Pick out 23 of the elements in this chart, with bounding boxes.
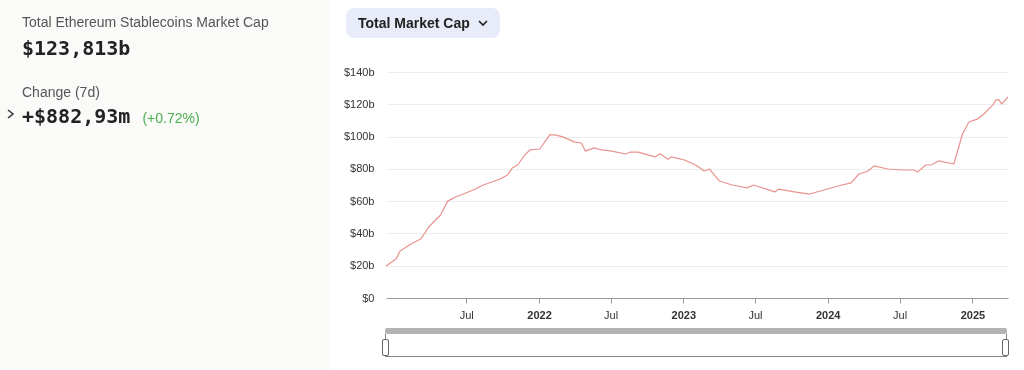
- y-tick-label: $0: [362, 291, 375, 304]
- x-tick-label: Jul: [748, 308, 763, 321]
- y-tick-label: $120b: [343, 97, 375, 110]
- x-tick-label: 2024: [815, 308, 842, 321]
- x-tick-label: 2022: [527, 308, 552, 321]
- text: (+0.72%): [142, 110, 200, 126]
- y-tick-label: $100b: [343, 130, 375, 143]
- line-series: [385, 96, 1009, 267]
- y-tick-label: $20b: [350, 259, 375, 272]
- text: Total Ethereum Stablecoins Market Cap: [22, 14, 269, 30]
- y-tick-label: $80b: [350, 162, 375, 175]
- y-tick-label: $140b: [343, 65, 375, 78]
- text: Change (7d): [22, 84, 100, 100]
- text: $123,813b: [22, 36, 131, 60]
- text: +$882,93m: [22, 104, 131, 128]
- x-tick-label: 2023: [671, 308, 697, 321]
- y-tick-label: $60b: [350, 194, 375, 207]
- x-tick-label: Jul: [604, 308, 619, 321]
- x-tick-label: 2025: [960, 308, 986, 321]
- text: Total Market Cap: [358, 15, 470, 31]
- x-tick-label: Jul: [459, 308, 474, 321]
- x-tick-label: Jul: [893, 308, 908, 321]
- y-tick-label: $40b: [350, 226, 375, 239]
